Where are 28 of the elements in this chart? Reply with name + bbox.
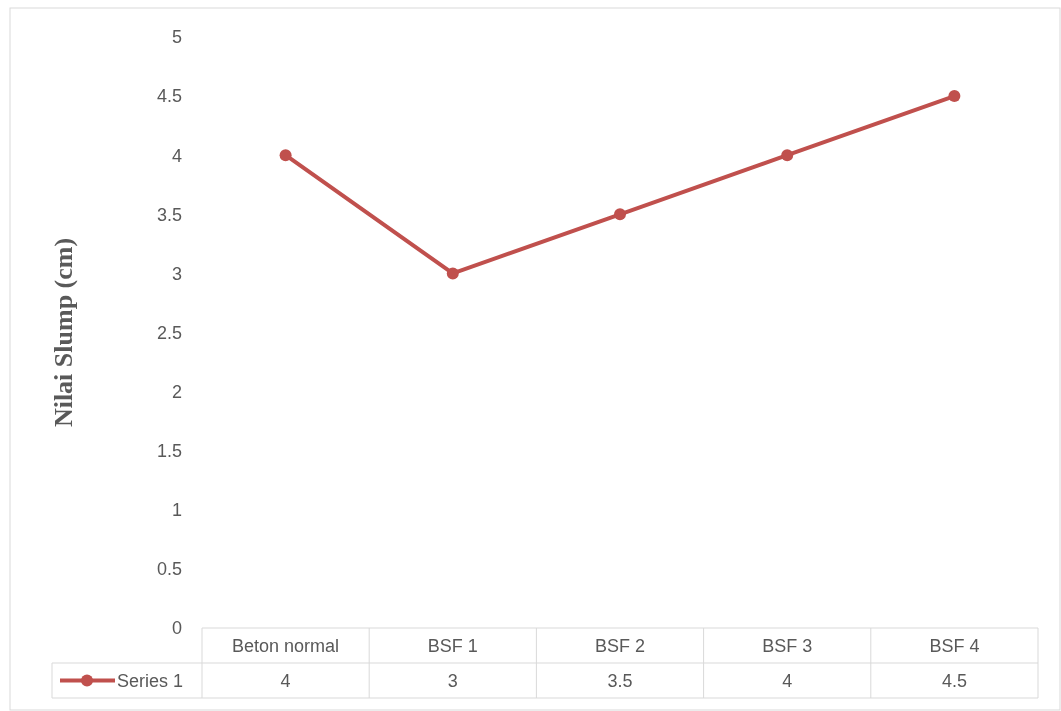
y-tick-label: 5 <box>171 27 182 48</box>
point <box>614 208 626 221</box>
y-tick-label: 3 <box>171 263 182 284</box>
point <box>781 149 794 162</box>
legend-label: Series 1 <box>117 670 184 691</box>
x-tick-label: BSF 3 <box>762 635 813 656</box>
y-tick-label: 0.5 <box>156 559 182 580</box>
x-tick-label: Beton normal <box>232 635 340 656</box>
data-label: 3.5 <box>607 670 633 691</box>
y-tick-label: 2.5 <box>156 322 182 343</box>
y-tick-label: 1 <box>171 500 182 521</box>
y-tick-label: 4 <box>171 145 182 166</box>
y-axis-title: Nilai Slump (cm) <box>49 237 78 428</box>
data-label: 4 <box>280 670 291 691</box>
x-tick-label: BSF 2 <box>594 635 646 656</box>
x-tick-label: BSF 1 <box>427 635 478 656</box>
x-tick-label: BSF 4 <box>929 635 980 656</box>
point <box>446 267 459 280</box>
y-tick-label: 0 <box>171 618 182 639</box>
data-label: 3 <box>447 670 458 691</box>
point <box>948 90 961 103</box>
point <box>279 149 292 162</box>
y-tick-label: 1.5 <box>156 441 182 461</box>
y-tick-label: 4.5 <box>156 86 182 107</box>
data-label: 4.5 <box>941 670 967 691</box>
data-label: 4 <box>782 670 793 691</box>
y-tick-label: 3.5 <box>156 204 182 225</box>
y-tick-label: 2 <box>171 381 182 402</box>
